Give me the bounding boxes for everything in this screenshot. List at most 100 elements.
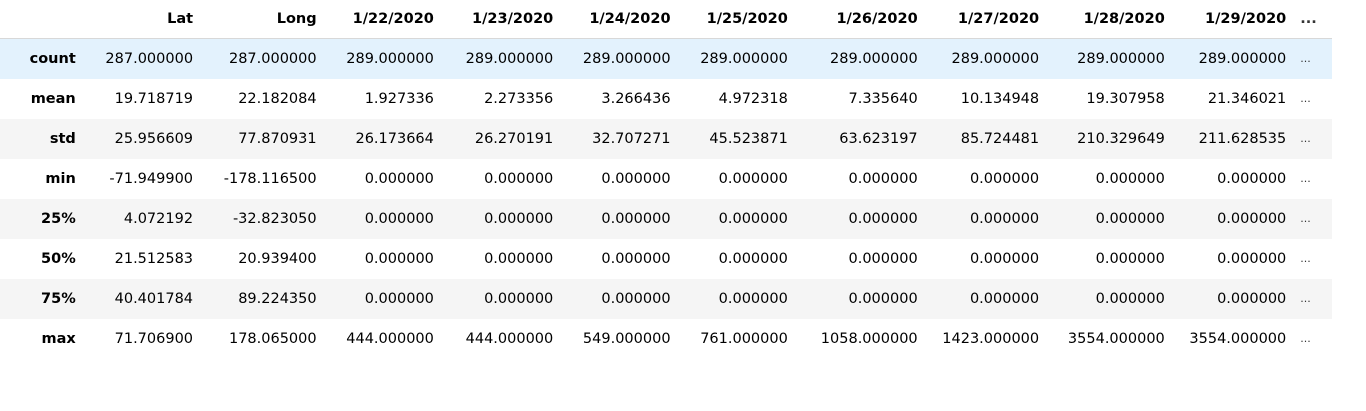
table-row-max: max 71.706900 178.065000 444.000000 444.… [0,319,1332,359]
table-cell: 26.173664 [355,130,434,147]
table-cell: 444.000000 [346,330,434,347]
table-row-25pct: 25% 4.072192 -32.823050 0.000000 0.00000… [0,198,1332,239]
row-label-std: std [49,130,76,147]
column-header-1-24-2020: 1/24/2020 [561,0,679,39]
table-cell: 0.000000 [1217,170,1287,187]
table-row-min: min -71.949900 -178.116500 0.000000 0.00… [0,159,1332,199]
ellipsis-cell: ... [1300,172,1311,185]
table-cell: -178.116500 [223,170,317,187]
table-cell: 0.000000 [601,250,671,267]
table-cell: 19.307958 [1086,90,1165,107]
table-cell: 0.000000 [364,170,434,187]
table-cell: 0.000000 [1217,250,1287,267]
table-cell: 0.000000 [969,290,1040,307]
table-cell: 10.134948 [960,90,1040,107]
table-cell: 289.000000 [700,50,788,67]
table-cell: 71.706900 [114,330,194,347]
table-cell: 0.000000 [969,210,1040,227]
ellipsis-cell: ... [1300,292,1311,305]
table-cell: 26.270191 [474,130,554,147]
row-label-count: count [29,50,76,67]
table-cell: 0.000000 [484,170,554,187]
column-header-1-22-2020: 1/22/2020 [324,0,442,39]
column-header-1-29-2020: 1/29/2020 [1172,0,1295,39]
table-cell: 0.000000 [848,250,918,267]
table-cell: 289.000000 [1077,50,1165,67]
table-cell: 289.000000 [830,50,918,67]
column-header-lat: Lat [83,0,202,39]
table-cell: 210.329649 [1077,130,1165,147]
table-cell: 7.335640 [848,90,918,107]
table-cell: 549.000000 [582,330,671,347]
table-cell: 0.000000 [848,170,918,187]
header-row: Lat Long 1/22/2020 1/23/2020 1/24/2020 1… [0,0,1332,39]
column-header-1-26-2020: 1/26/2020 [795,0,926,39]
table-cell: 0.000000 [601,210,671,227]
table-cell: 32.707271 [592,130,671,147]
table-cell: 25.956609 [114,130,194,147]
table-cell: 0.000000 [969,170,1040,187]
table-cell: 4.972318 [718,90,788,107]
table-cell: 0.000000 [718,170,788,187]
table-cell: 85.724481 [960,130,1040,147]
table-cell: 0.000000 [1095,290,1165,307]
table-cell: 77.870931 [238,130,317,147]
table-cell: 444.000000 [465,330,554,347]
table-cell: 0.000000 [848,290,918,307]
table-cell: 0.000000 [601,290,671,307]
table-cell: 4.072192 [123,210,194,227]
table-cell: 0.000000 [718,210,788,227]
ellipsis-cell: ... [1300,132,1311,145]
table-cell: 89.224350 [238,290,317,307]
table-cell: 289.000000 [346,50,434,67]
row-label-mean: mean [30,90,76,107]
table-cell: 0.000000 [1217,290,1287,307]
table-cell: 1058.000000 [820,330,918,347]
table-cell: 0.000000 [601,170,671,187]
table-cell: 0.000000 [848,210,918,227]
row-label-25pct: 25% [41,210,76,227]
row-label-75pct: 75% [41,290,76,307]
ellipsis-cell: ... [1300,332,1311,345]
table-cell: 178.065000 [228,330,317,347]
table-cell: 289.000000 [951,50,1040,67]
table-cell: 0.000000 [364,290,434,307]
table-row-50pct: 50% 21.512583 20.939400 0.000000 0.00000… [0,239,1332,279]
table-cell: 0.000000 [969,250,1040,267]
table-cell: 20.939400 [238,250,317,267]
table-cell: 22.182084 [238,90,317,107]
row-label-min: min [45,170,76,187]
table-cell: 19.718719 [114,90,194,107]
table-cell: 0.000000 [718,250,788,267]
table-row-std: std 25.956609 77.870931 26.173664 26.270… [0,118,1332,159]
column-header-ellipsis: ... [1294,0,1332,39]
row-label-max: max [41,330,76,347]
table-cell: 287.000000 [228,50,317,67]
table-cell: -71.949900 [109,170,194,187]
column-header-1-23-2020: 1/23/2020 [441,0,562,39]
table-cell: 0.000000 [484,250,554,267]
table-cell: 0.000000 [364,210,434,227]
table-cell: 0.000000 [1095,210,1165,227]
table-row-75pct: 75% 40.401784 89.224350 0.000000 0.00000… [0,278,1332,319]
describe-table: Lat Long 1/22/2020 1/23/2020 1/24/2020 1… [0,0,1332,359]
table-cell: 0.000000 [1217,210,1287,227]
table-cell: 211.628535 [1198,130,1287,147]
table-cell: 3.266436 [601,90,671,107]
table-cell: 1423.000000 [942,330,1040,347]
table-cell: 21.346021 [1207,90,1287,107]
table-cell: 2.273356 [484,90,554,107]
column-header-long: Long [201,0,325,39]
column-header-1-27-2020: 1/27/2020 [925,0,1048,39]
table-header: Lat Long 1/22/2020 1/23/2020 1/24/2020 1… [0,0,1332,39]
ellipsis-cell: ... [1300,212,1311,225]
ellipsis-cell: ... [1300,252,1311,265]
table-cell: 1.927336 [364,90,434,107]
table-cell: 21.512583 [114,250,194,267]
table-cell: 761.000000 [700,330,788,347]
table-cell: 0.000000 [484,210,554,227]
column-header-1-28-2020: 1/28/2020 [1047,0,1173,39]
table-cell: 45.523871 [709,130,788,147]
table-cell: 289.000000 [582,50,671,67]
